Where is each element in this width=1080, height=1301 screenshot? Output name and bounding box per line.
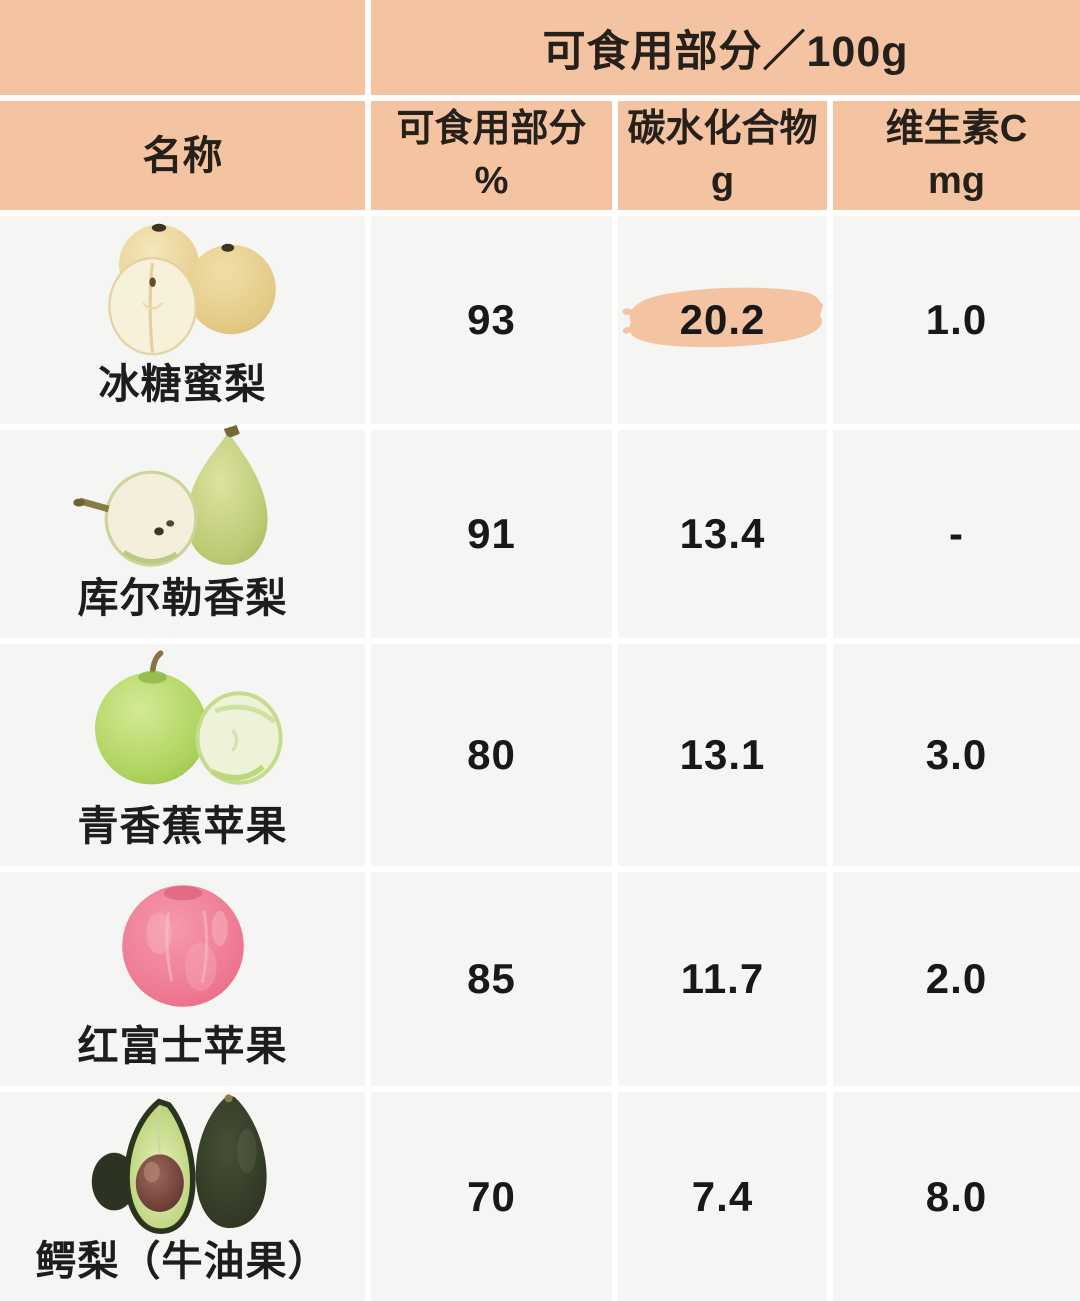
avocado-icon <box>0 1092 365 1234</box>
row-green-apple-carbs-cell: 13.1 <box>618 644 827 866</box>
table-title-cell: 可食用部分／100g <box>371 0 1080 95</box>
carbs-value: 7.4 <box>691 1172 754 1220</box>
row-avocado-edible-cell: 70 <box>371 1092 612 1301</box>
vitc-value: 3.0 <box>925 731 988 778</box>
column-header-vitc: 维生素C mg <box>833 101 1080 210</box>
row-green-apple-name-cell: 青香蕉苹果 <box>0 644 365 866</box>
edible-value: 85 <box>467 955 516 1002</box>
highlight-brush <box>621 287 823 348</box>
vitc-value: 1.0 <box>925 296 988 343</box>
row-avocado-carbs-cell: 7.4 <box>618 1092 827 1301</box>
row-korla-pear-name-cell: 库尔勒香梨 <box>0 425 365 638</box>
row-green-apple-edible-cell: 80 <box>371 644 612 866</box>
carbs-value: 11.7 <box>680 955 765 1002</box>
row-avocado-vitc-cell: 8.0 <box>833 1092 1080 1301</box>
green-banana-apple-icon <box>0 644 365 792</box>
column-header-edible-line2: % <box>474 159 509 202</box>
column-header-edible-line1: 可食用部分 <box>396 108 587 151</box>
fruit-name: 青香蕉苹果 <box>77 803 288 849</box>
row-avocado-name-cell: 鳄梨（牛油果） <box>0 1092 365 1301</box>
edible-value: 80 <box>467 731 516 778</box>
row-red-apple-edible-cell: 85 <box>371 872 612 1086</box>
column-header-carbs-line1: 碳水化合物 <box>627 108 818 151</box>
row-snow-pear-vitc-cell: 1.0 <box>833 216 1080 424</box>
column-header-carbs: 碳水化合物 g <box>618 101 827 210</box>
row-korla-pear-edible-cell: 91 <box>371 430 612 638</box>
row-red-apple-name-cell: 红富士苹果 <box>0 872 365 1086</box>
vitc-value: 2.0 <box>925 955 988 1002</box>
column-header-name: 名称 <box>0 101 365 210</box>
carbs-value: 13.4 <box>679 510 766 557</box>
fruit-name: 库尔勒香梨 <box>77 575 288 621</box>
row-korla-pear-carbs-cell: 13.4 <box>618 430 827 638</box>
row-snow-pear-carbs-cell: 20.2 <box>618 216 827 424</box>
row-snow-pear-edible-cell: 93 <box>371 216 612 424</box>
column-header-edible: 可食用部分 % <box>371 101 612 210</box>
fruit-name: 冰糖蜜梨 <box>98 361 267 407</box>
carbs-value: 13.1 <box>679 731 766 778</box>
column-header-name-label: 名称 <box>142 133 223 178</box>
vitc-value: 8.0 <box>925 1172 988 1220</box>
carbs-value: 20.2 <box>679 296 766 343</box>
header-corner-cell <box>0 0 365 95</box>
row-snow-pear-name-cell: 冰糖蜜梨 <box>0 216 365 424</box>
red-fuji-apple-icon <box>0 872 365 1012</box>
row-red-apple-vitc-cell: 2.0 <box>833 872 1080 1086</box>
row-green-apple-vitc-cell: 3.0 <box>833 644 1080 866</box>
column-header-vitc-line1: 维生素C <box>885 108 1028 151</box>
edible-value: 70 <box>467 1172 516 1220</box>
edible-value: 91 <box>467 510 516 557</box>
row-red-apple-carbs-cell: 11.7 <box>618 872 827 1086</box>
snow-pear-icon <box>0 216 365 356</box>
fruit-name: 红富士苹果 <box>77 1023 288 1069</box>
korla-pear-icon <box>0 425 365 567</box>
vitc-value: - <box>949 510 964 557</box>
edible-value: 93 <box>467 296 516 343</box>
row-korla-pear-vitc-cell: - <box>833 430 1080 638</box>
table-title: 可食用部分／100g <box>542 27 909 76</box>
column-header-vitc-line2: mg <box>928 159 985 202</box>
column-header-carbs-line2: g <box>710 159 735 202</box>
fruit-name: 鳄梨（牛油果） <box>35 1238 330 1284</box>
